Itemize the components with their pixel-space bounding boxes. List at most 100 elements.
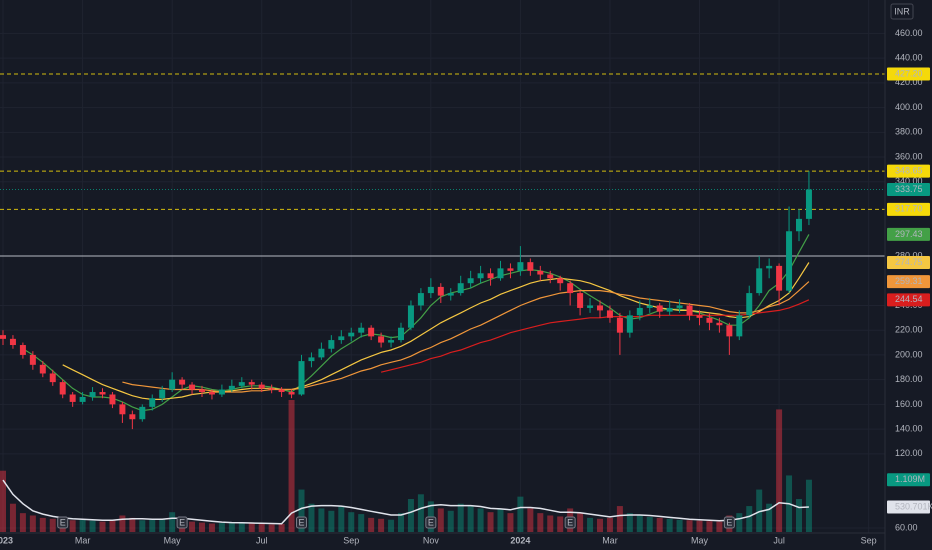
volume-bar xyxy=(318,508,325,532)
candle-body xyxy=(109,394,116,405)
candle-body xyxy=(656,305,663,312)
volume-bar xyxy=(756,489,763,532)
candle-body xyxy=(626,315,633,333)
volume-bar xyxy=(298,489,305,532)
volume-bar xyxy=(79,519,86,532)
candle-body xyxy=(507,268,514,271)
candle-body xyxy=(79,396,86,402)
candle-body xyxy=(467,278,474,284)
volume-bar xyxy=(646,516,653,532)
volume-bar xyxy=(189,521,196,532)
candle-body xyxy=(348,332,355,337)
candle-body xyxy=(398,327,404,341)
volume-bar xyxy=(278,523,285,532)
candle-body xyxy=(805,189,812,219)
volume-bar xyxy=(119,515,126,532)
volume-bar xyxy=(328,510,335,532)
candle-body xyxy=(517,262,524,271)
earnings-marker xyxy=(425,516,437,529)
price-tag xyxy=(887,293,930,307)
volume-bar xyxy=(656,517,663,532)
currency-box[interactable] xyxy=(890,3,914,20)
candle-body xyxy=(218,389,225,395)
moving-average-line xyxy=(62,262,810,400)
price-tag-label: 244.54 xyxy=(895,294,923,304)
candle-body xyxy=(786,231,793,291)
candle-body xyxy=(497,268,504,279)
candle-body xyxy=(159,389,166,399)
price-tag xyxy=(887,164,930,178)
earnings-marker xyxy=(723,516,735,529)
candle-body xyxy=(89,392,96,397)
candle-body xyxy=(9,338,16,346)
price-tag-label: 274.75 xyxy=(895,257,923,267)
axes: 460.00 440.00 420.00 400.00 380.00 360.00 340.… xyxy=(0,28,932,546)
volume-bar xyxy=(606,517,613,532)
x-tick-label: Jul xyxy=(256,535,268,545)
volume-bar xyxy=(716,521,723,532)
candle-body xyxy=(776,265,783,291)
volume-bar xyxy=(19,513,26,532)
price-tag xyxy=(887,227,930,241)
y-tick-label: 420.00 xyxy=(895,77,923,87)
price-tag xyxy=(887,202,930,216)
candle-body xyxy=(726,325,733,337)
price-tag-label: 259.31 xyxy=(895,276,923,286)
earnings-label: E xyxy=(726,517,732,527)
volume-bar xyxy=(776,409,783,532)
candle-body xyxy=(189,384,196,390)
volume-bar xyxy=(407,499,414,532)
candle-body xyxy=(587,305,594,308)
volume-bar xyxy=(208,523,215,532)
candle-body xyxy=(208,392,215,395)
volume-bar xyxy=(288,400,295,532)
candle-body xyxy=(756,268,763,294)
volume-bar xyxy=(686,520,693,532)
earnings-marker xyxy=(176,516,188,529)
volume-bar xyxy=(616,506,623,532)
volume-bar xyxy=(587,517,594,532)
volume-bar xyxy=(477,508,484,532)
earnings-label: E xyxy=(60,517,66,527)
volume-bar xyxy=(417,494,424,532)
y-tick-label: 180.00 xyxy=(895,374,923,384)
candle-body xyxy=(636,307,643,316)
volume-bar xyxy=(368,517,375,532)
earnings-label: E xyxy=(179,517,185,527)
volume-bar xyxy=(796,499,802,532)
candle-body xyxy=(796,218,802,232)
price-tag-label: 427.20 xyxy=(895,68,923,78)
x-tick-label: Sep xyxy=(343,535,359,545)
moving-average-line xyxy=(380,299,810,373)
volume-bar xyxy=(338,506,345,532)
volume-bar xyxy=(358,514,365,532)
candle-body xyxy=(686,305,693,316)
currency: INR xyxy=(894,6,910,16)
price-tag-label: 317.70 xyxy=(895,204,923,214)
price-tag-label: 333.75 xyxy=(895,184,923,194)
y-tick-label: 60.00 xyxy=(895,522,918,532)
volume-bar xyxy=(676,519,683,532)
candle-body xyxy=(746,293,753,316)
volume-bar xyxy=(507,513,514,532)
volume-bar xyxy=(577,513,584,532)
volume-bar xyxy=(388,519,395,532)
y-tick-label: 460.00 xyxy=(895,28,923,38)
x-tick-label: Jul xyxy=(773,535,785,545)
candle-body xyxy=(149,398,156,407)
candle-body xyxy=(477,273,484,279)
y-tick-label: 280.00 xyxy=(895,250,923,260)
volume-ma-line xyxy=(2,479,809,525)
volume-bar xyxy=(159,518,166,532)
y-tick-label: 440.00 xyxy=(895,52,923,62)
volume-bar xyxy=(547,515,554,532)
candle-body xyxy=(527,262,534,271)
candle-body xyxy=(447,293,454,296)
y-tick-label: 340.00 xyxy=(895,176,923,186)
price-tag xyxy=(887,183,930,197)
candle-body xyxy=(19,345,26,355)
volume-bar xyxy=(597,518,603,532)
price-tag xyxy=(887,67,930,81)
candle-body xyxy=(716,322,723,326)
